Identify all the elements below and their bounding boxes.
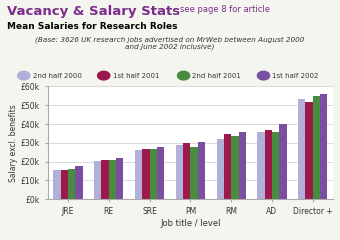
Bar — [116, 158, 123, 199]
Bar — [305, 102, 313, 199]
Bar — [150, 149, 157, 199]
Text: 1st half 2002: 1st half 2002 — [272, 72, 319, 79]
Text: 2nd half 2000: 2nd half 2000 — [33, 72, 82, 79]
X-axis label: Job title / level: Job title / level — [160, 219, 221, 228]
Y-axis label: Salary excl. benefits: Salary excl. benefits — [9, 104, 18, 182]
Bar — [94, 161, 101, 199]
Text: Vacancy & Salary Stats: Vacancy & Salary Stats — [7, 5, 180, 18]
Bar — [217, 139, 224, 199]
Bar — [257, 132, 265, 199]
Bar — [298, 99, 305, 199]
Bar — [142, 149, 150, 199]
Bar — [265, 130, 272, 199]
Text: (Base: 3626 UK research jobs advertised on MrWeb between August 2000
and June 20: (Base: 3626 UK research jobs advertised … — [35, 36, 305, 50]
Bar — [279, 124, 287, 199]
Bar — [176, 145, 183, 199]
Bar — [75, 166, 83, 199]
Bar — [224, 134, 231, 199]
Bar — [272, 132, 279, 199]
Text: 2nd half 2001: 2nd half 2001 — [192, 72, 241, 79]
Text: Mean Salaries for Research Roles: Mean Salaries for Research Roles — [7, 22, 177, 30]
Bar — [190, 147, 198, 199]
Bar — [135, 150, 142, 199]
Bar — [101, 160, 109, 199]
Bar — [239, 132, 246, 199]
Bar — [109, 160, 116, 199]
Bar — [183, 143, 190, 199]
Bar — [231, 136, 239, 199]
Bar — [53, 170, 61, 199]
Bar — [157, 147, 164, 199]
Text: 1st half 2001: 1st half 2001 — [113, 72, 159, 79]
Bar — [320, 94, 327, 199]
Bar — [61, 170, 68, 199]
Bar — [313, 96, 320, 199]
Bar — [68, 169, 75, 199]
Text: see page 8 for article: see page 8 for article — [180, 5, 270, 14]
Bar — [198, 142, 205, 199]
